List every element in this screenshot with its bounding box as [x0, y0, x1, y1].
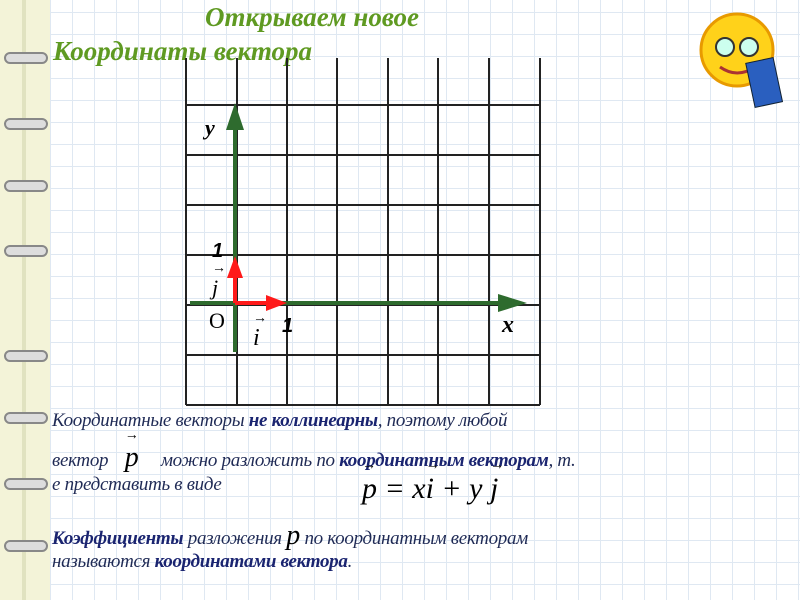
ring-icon	[4, 180, 48, 192]
text: вектор	[52, 450, 113, 471]
formula-part: + y	[433, 472, 490, 505]
notebook-spine	[0, 0, 50, 600]
text: можно разложить по	[156, 450, 340, 471]
vector-p: p	[286, 520, 300, 551]
text: , т.	[548, 450, 576, 471]
title-line1: Открываем новое	[205, 2, 420, 32]
smiley-teacher-icon	[699, 12, 784, 109]
paragraph-line: Координатные векторы не коллинеарны, поэ…	[52, 410, 507, 432]
paragraph-line: е представить в виде	[52, 474, 222, 495]
y-label: y	[205, 115, 215, 140]
text: называются	[52, 551, 155, 572]
text: разложения	[183, 528, 287, 549]
origin-label: O	[209, 308, 225, 333]
text: .	[347, 551, 353, 572]
text: по координатным векторам	[300, 528, 529, 549]
bold-text: координатами вектора	[154, 551, 348, 572]
vector-j: j	[490, 458, 505, 506]
x-unit-label: 1	[282, 315, 294, 337]
y-unit-label: 1	[212, 240, 224, 262]
j-arrow-icon	[227, 256, 243, 278]
y-axis-arrow-icon	[226, 103, 244, 130]
ring-icon	[4, 350, 48, 362]
vector-p: p	[362, 458, 377, 506]
ring-icon	[4, 540, 48, 552]
paragraph-line: Коэффициенты разложения p по координатны…	[52, 520, 528, 552]
bold-text: Коэффициенты	[52, 528, 184, 549]
bold-text: не коллинеарны	[248, 410, 378, 431]
page-title: Координаты вектора	[53, 36, 313, 66]
text: , поэтому любой	[377, 410, 508, 431]
formula-part: = x	[377, 472, 426, 505]
ring-icon	[4, 118, 48, 130]
vector-p: p	[125, 428, 139, 474]
text: Координатные векторы	[52, 410, 249, 431]
formula: p = xi + y j	[362, 458, 505, 506]
i-symbol: i	[253, 311, 266, 352]
i-label: i	[253, 311, 266, 352]
ring-icon	[4, 478, 48, 490]
ring-icon	[4, 245, 48, 257]
vector-i: i	[426, 458, 441, 506]
x-label: x	[502, 312, 514, 338]
ring-icon	[4, 52, 48, 64]
j-symbol: j	[212, 261, 226, 301]
paragraph-line: называются координатами вектора.	[52, 551, 352, 573]
x-axis-arrow-icon	[498, 294, 527, 312]
i-arrow-icon	[266, 295, 287, 311]
j-label: j	[212, 261, 226, 301]
paragraph-line: вектор p можно разложить по координатным…	[52, 428, 576, 474]
ring-icon	[4, 412, 48, 424]
